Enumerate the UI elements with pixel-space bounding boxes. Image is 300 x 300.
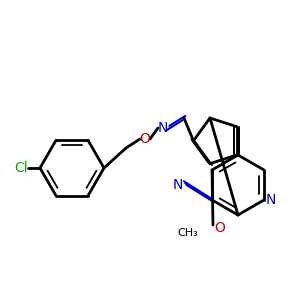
Text: N: N xyxy=(173,178,183,192)
Text: CH₃: CH₃ xyxy=(177,228,198,238)
Text: O: O xyxy=(140,132,150,146)
Text: N: N xyxy=(158,121,168,135)
Text: N: N xyxy=(266,193,276,207)
Text: Cl: Cl xyxy=(14,161,28,175)
Text: O: O xyxy=(214,221,225,235)
